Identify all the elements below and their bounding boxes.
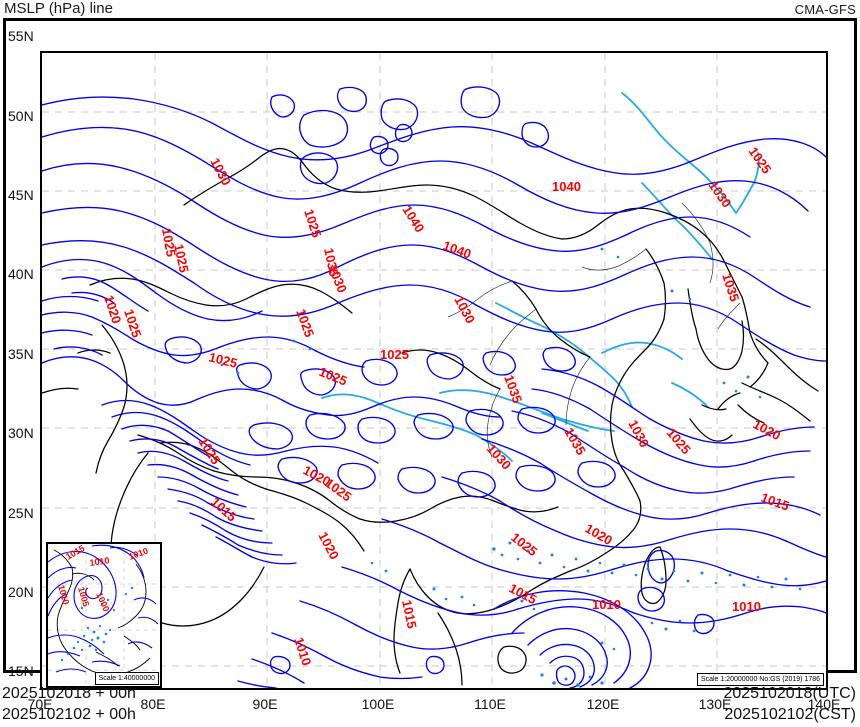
svg-text:1035: 1035 <box>321 247 342 278</box>
x-tick-140e: 140E <box>807 696 841 712</box>
inset-graticule <box>48 544 160 686</box>
y-tick-45n: 45N <box>8 187 34 203</box>
x-tick-70e: 70E <box>27 696 53 712</box>
svg-text:1015: 1015 <box>759 490 791 514</box>
svg-text:1010: 1010 <box>127 546 149 562</box>
inset-contour-map: 1015 1010 1010 1010 1005 1000 <box>48 544 160 686</box>
y-tick-20n: 20N <box>8 584 34 600</box>
svg-text:1025: 1025 <box>746 144 775 176</box>
svg-text:1010: 1010 <box>291 635 314 667</box>
svg-text:1040: 1040 <box>441 238 473 262</box>
svg-text:1015: 1015 <box>399 599 420 630</box>
svg-text:1010: 1010 <box>592 597 621 612</box>
svg-text:1025: 1025 <box>317 364 349 389</box>
svg-text:1010: 1010 <box>732 599 761 614</box>
inset-scale-label: Scale 1:40000000 <box>94 672 159 685</box>
svg-text:1020: 1020 <box>751 416 784 443</box>
svg-text:1015: 1015 <box>208 494 240 524</box>
y-tick-50n: 50N <box>8 108 34 124</box>
svg-text:1040: 1040 <box>552 179 581 194</box>
svg-text:1025: 1025 <box>171 243 192 274</box>
svg-text:1040: 1040 <box>399 203 427 235</box>
inset-contours <box>48 544 159 673</box>
x-tick-100e: 100E <box>361 696 395 712</box>
svg-text:1025: 1025 <box>322 475 354 504</box>
map-plot-area[interactable]: 1030 1025 1040 1040 1040 1025 1030 1035 … <box>40 51 828 690</box>
x-tick-110e: 110E <box>474 696 506 712</box>
y-tick-25n: 25N <box>8 505 34 521</box>
x-tick-80e: 80E <box>140 696 166 712</box>
svg-text:1025: 1025 <box>159 227 179 258</box>
svg-text:1020: 1020 <box>583 521 616 548</box>
svg-text:1035: 1035 <box>719 271 742 303</box>
svg-text:1025: 1025 <box>664 425 694 457</box>
svg-text:1005: 1005 <box>76 586 91 608</box>
svg-text:1020: 1020 <box>101 293 124 325</box>
y-tick-40n: 40N <box>8 266 34 282</box>
svg-text:1025: 1025 <box>508 530 540 560</box>
svg-text:1000: 1000 <box>94 591 111 613</box>
chart-header: MSLP (hPa) line CMA-GFS <box>0 0 860 20</box>
inset-dots <box>60 586 134 662</box>
y-tick-55n: 55N <box>8 28 34 44</box>
y-tick-35n: 35N <box>8 346 34 362</box>
precip-dots <box>220 247 802 687</box>
svg-text:1030: 1030 <box>451 293 478 326</box>
chart-frame: 55N 50N 45N 40N 35N 30N 25N 20N 15N 70E … <box>3 18 857 711</box>
footer-left-line1: 2025102018 + 00h <box>2 685 136 702</box>
model-label: CMA-GFS <box>794 2 856 17</box>
mslp-contour-map: 1030 1025 1040 1040 1040 1025 1030 1035 … <box>42 53 826 688</box>
page-title: MSLP (hPa) line <box>4 0 113 17</box>
svg-text:1010: 1010 <box>56 584 71 606</box>
svg-text:1025: 1025 <box>380 347 409 362</box>
svg-text:1015: 1015 <box>507 580 540 607</box>
x-tick-130e: 130E <box>698 696 732 712</box>
footer-left-line2: 2025102102 + 00h <box>2 706 136 723</box>
footer-right-line2: 2025102102(CST) <box>724 706 856 723</box>
y-tick-30n: 30N <box>8 425 34 441</box>
province-boundaries <box>447 202 741 458</box>
mslp-contour-lines <box>42 86 826 688</box>
inset-contour-labels: 1015 1010 1010 1010 1005 1000 <box>56 544 149 613</box>
inset-map[interactable]: 1015 1010 1010 1010 1005 1000 Scale 1:40… <box>46 542 162 688</box>
svg-text:1035: 1035 <box>501 373 525 405</box>
svg-text:1020: 1020 <box>315 529 342 562</box>
footer-right-line1: 2025102018(UTC) <box>723 685 856 702</box>
svg-text:1010: 1010 <box>89 555 110 568</box>
y-tick-15n: 15N <box>8 663 34 679</box>
svg-text:1025: 1025 <box>301 207 324 239</box>
svg-text:1025: 1025 <box>207 349 239 371</box>
chart-footer: 2025102018 + 00h 2025102102 + 00h 202510… <box>0 684 860 727</box>
svg-text:1030: 1030 <box>207 155 234 188</box>
main-scale-label: Scale 1:20000000 No:GS (2019) 1786 <box>696 673 824 686</box>
x-tick-90e: 90E <box>252 696 278 712</box>
svg-text:1015: 1015 <box>64 544 86 562</box>
svg-text:1030: 1030 <box>484 441 514 473</box>
x-tick-120e: 120E <box>586 696 620 712</box>
